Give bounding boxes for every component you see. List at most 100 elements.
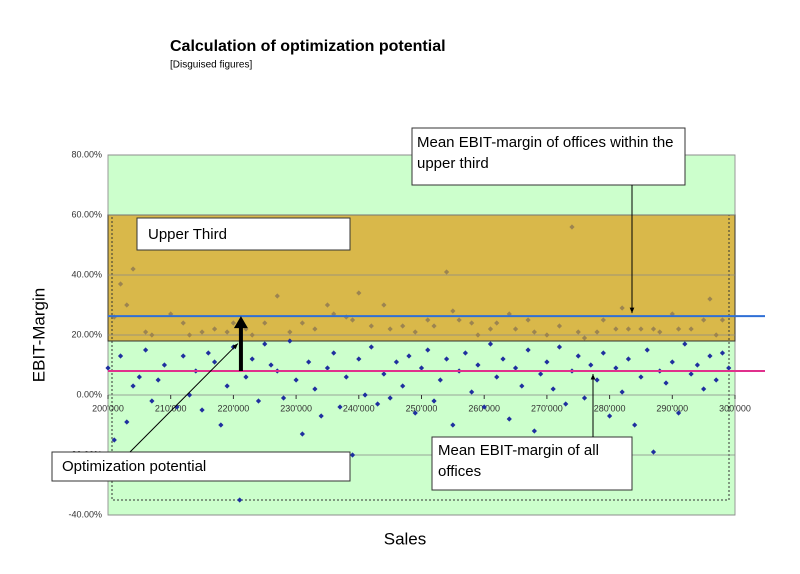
point xyxy=(569,224,575,230)
y-tick-label: 60.00% xyxy=(71,209,102,219)
point xyxy=(249,356,255,362)
point xyxy=(701,386,707,392)
annotation-arrowhead xyxy=(629,307,635,314)
point xyxy=(312,326,318,332)
point xyxy=(368,344,374,350)
point xyxy=(475,332,481,338)
point xyxy=(425,317,431,323)
point xyxy=(638,374,644,380)
point xyxy=(262,341,268,347)
point xyxy=(218,422,224,428)
point xyxy=(199,407,205,413)
point xyxy=(588,362,594,368)
point xyxy=(481,404,487,410)
point xyxy=(268,362,274,368)
point xyxy=(349,317,356,323)
potential-label: Optimization potential xyxy=(62,458,206,475)
point xyxy=(450,308,456,314)
point xyxy=(538,371,544,377)
point xyxy=(356,356,362,362)
point xyxy=(707,353,713,359)
point xyxy=(343,374,349,380)
x-tick-label: 290'000 xyxy=(656,403,688,413)
point xyxy=(456,317,462,323)
point xyxy=(299,431,305,437)
point xyxy=(437,377,443,383)
chart-subtitle: [Disguised figures] xyxy=(170,60,252,71)
x-tick-label: 220'000 xyxy=(218,403,250,413)
point xyxy=(387,395,393,401)
point xyxy=(650,449,657,455)
point xyxy=(494,320,500,326)
point xyxy=(280,395,287,401)
point xyxy=(287,329,293,335)
point xyxy=(581,395,588,401)
point xyxy=(707,296,713,302)
y-tick-label: -40.00% xyxy=(68,509,102,519)
point xyxy=(262,320,268,326)
point xyxy=(625,356,632,362)
point xyxy=(393,359,400,365)
point xyxy=(713,332,719,338)
point xyxy=(130,266,136,272)
point xyxy=(306,359,312,365)
x-tick-label: 240'000 xyxy=(343,403,375,413)
point xyxy=(431,398,437,404)
point xyxy=(331,350,337,356)
point xyxy=(594,377,600,383)
point xyxy=(117,281,124,287)
point xyxy=(143,329,149,335)
point xyxy=(418,365,425,371)
point xyxy=(613,326,619,332)
point xyxy=(243,374,249,380)
y-tick-label: 80.00% xyxy=(71,149,102,159)
x-tick-label: 280'000 xyxy=(594,403,626,413)
point xyxy=(494,374,500,380)
point xyxy=(274,293,280,299)
point xyxy=(249,332,255,338)
point xyxy=(205,350,211,356)
point xyxy=(713,377,719,383)
point xyxy=(563,401,569,407)
point xyxy=(525,317,531,323)
point xyxy=(431,323,437,329)
point xyxy=(531,428,537,434)
point xyxy=(211,359,218,365)
annotation-arrowhead xyxy=(590,374,596,380)
y-tick-label: 0.00% xyxy=(76,389,102,399)
point xyxy=(512,326,519,332)
point xyxy=(500,356,506,362)
point xyxy=(544,359,550,365)
point xyxy=(600,317,606,323)
point xyxy=(111,437,117,443)
point xyxy=(525,347,531,353)
point xyxy=(318,413,324,419)
y-tick-label: 20.00% xyxy=(71,329,102,339)
point xyxy=(701,317,707,323)
point xyxy=(657,329,663,335)
point xyxy=(406,353,412,359)
point xyxy=(581,335,588,341)
point xyxy=(362,392,368,398)
point xyxy=(632,422,638,428)
potential-box xyxy=(51,451,351,482)
point xyxy=(663,380,669,386)
point xyxy=(600,350,606,356)
point xyxy=(613,365,619,371)
point xyxy=(669,359,675,365)
point xyxy=(293,377,299,383)
point xyxy=(412,410,418,416)
upper-third-box xyxy=(136,217,351,251)
point xyxy=(425,347,431,353)
point xyxy=(130,383,136,389)
point xyxy=(544,332,550,338)
point xyxy=(619,305,625,311)
all-mean-box xyxy=(431,436,633,491)
point xyxy=(230,320,236,326)
upper-mean-label: Mean EBIT-margin of offices within the u… xyxy=(417,134,674,172)
point xyxy=(688,371,694,377)
point xyxy=(506,416,512,422)
point xyxy=(719,317,726,323)
point xyxy=(211,326,218,332)
